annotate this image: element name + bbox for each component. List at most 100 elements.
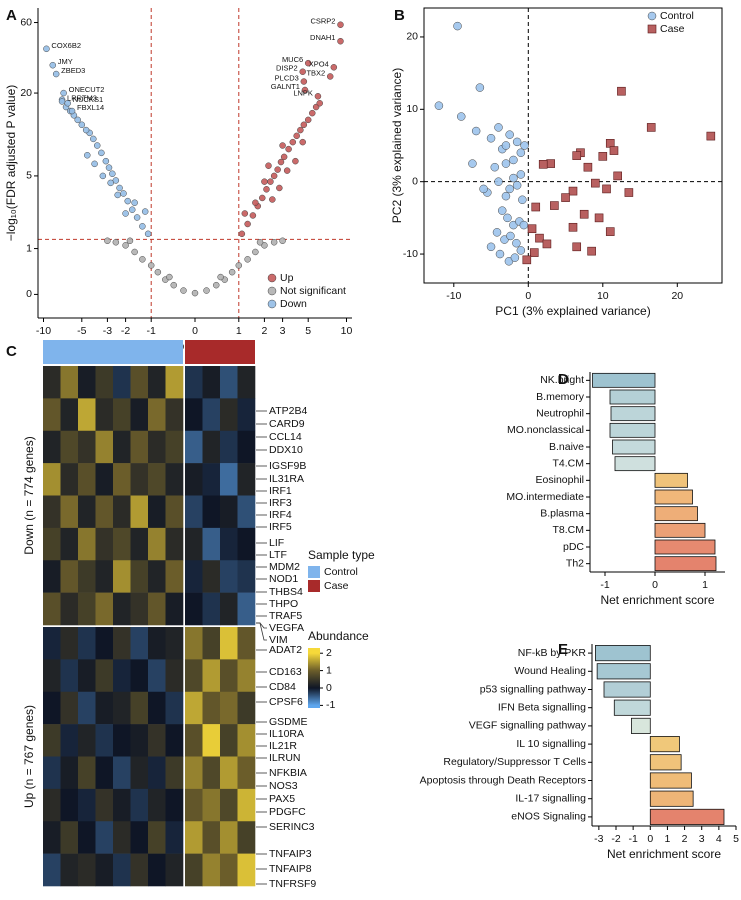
point [91, 160, 98, 168]
point [105, 164, 113, 171]
point [126, 237, 134, 245]
heatmap-cell [60, 659, 79, 693]
heatmap-cell [185, 527, 203, 561]
point [512, 238, 521, 248]
point [535, 233, 544, 243]
heatmap-cell [43, 627, 61, 660]
point-label: COX6B2 [51, 41, 81, 50]
heatmap-cell [148, 366, 166, 399]
point-label: DNAH1 [310, 33, 335, 42]
heatmap-cell [43, 495, 61, 529]
heatmap-cell [202, 756, 221, 790]
point-label: LRRTM3 [67, 93, 97, 102]
category-label: T4.CM [553, 457, 585, 469]
heatmap-cell [202, 463, 221, 496]
x-tick-label: -2 [611, 833, 620, 845]
point [512, 137, 522, 147]
heatmap-cell [113, 691, 131, 725]
heatmap-cell [113, 853, 131, 887]
point [468, 159, 477, 168]
point [261, 242, 268, 249]
point [471, 126, 481, 136]
point [506, 231, 515, 241]
point [114, 191, 121, 199]
point [706, 131, 716, 141]
point-label: MUC6 [282, 55, 303, 64]
gene-label: VIM [269, 634, 288, 646]
gene-label: IGSF9B [269, 460, 306, 472]
point [518, 195, 527, 205]
heatmap-cell [43, 821, 61, 854]
heatmap-cell [148, 724, 166, 757]
legend-label: Not significant [280, 285, 346, 297]
point [309, 109, 316, 117]
x-tick-label: -1 [600, 579, 609, 591]
heatmap-cell [95, 724, 114, 757]
x-tick-label: 10 [597, 290, 609, 302]
point [572, 242, 582, 252]
gene-label: ATP2B4 [269, 405, 307, 417]
x-tick-label: 20 [671, 290, 683, 302]
colorbar-tick-label: 2 [326, 647, 332, 659]
heatmap-cell [165, 366, 184, 399]
heatmap-cell [113, 724, 131, 757]
heatmap-cell [60, 821, 79, 854]
gene-label: SERINC3 [269, 821, 315, 833]
heatmap-cell [148, 788, 166, 822]
point [613, 171, 623, 181]
point [261, 178, 268, 185]
x-tick-label: -5 [77, 325, 86, 337]
point [486, 242, 496, 252]
heatmap-cell [78, 627, 96, 660]
heatmap-cell [130, 788, 149, 822]
point [501, 191, 511, 201]
heatmap-cell [78, 527, 96, 561]
bar [649, 736, 680, 753]
heatmap-cell [60, 724, 79, 757]
heatmap-cell [202, 366, 221, 399]
heatmap-cell [165, 430, 184, 464]
heatmap-cell [113, 463, 131, 496]
point [267, 178, 274, 185]
x-tick-label: -3 [103, 325, 112, 337]
category-label: eNOS Signaling [511, 811, 586, 823]
point [249, 212, 257, 219]
x-tick-label: 0 [192, 325, 198, 337]
gene-label: TRAF5 [269, 610, 302, 622]
heatmap-cell [220, 398, 238, 432]
legend-label: Down [280, 298, 307, 310]
gene-label: IRF4 [269, 509, 292, 521]
category-label: IL 10 signalling [516, 738, 586, 750]
x-axis-title: Net enrichment score [607, 847, 721, 861]
heatmap-cell [95, 430, 114, 464]
point [591, 178, 600, 188]
point [505, 130, 514, 139]
point [60, 89, 67, 97]
heatmap-cell [113, 821, 131, 854]
heatmap-cell [43, 398, 61, 432]
bar [654, 539, 716, 555]
point [259, 194, 266, 202]
heatmap-cell [43, 430, 61, 464]
heatmap-cell [148, 659, 166, 693]
point [605, 139, 615, 148]
heatmap-cell [78, 853, 96, 887]
category-label: B.memory [536, 391, 585, 403]
heatmap-cell [165, 724, 184, 757]
point-label: FBXL14 [77, 103, 104, 112]
point [503, 213, 512, 223]
y-tick-label: 1 [26, 242, 32, 254]
heatmap-cell [220, 821, 238, 854]
bar [654, 522, 706, 538]
point [501, 159, 511, 168]
point-label: GALNT1 [271, 82, 300, 91]
point [587, 246, 596, 256]
legend-label: Control [660, 10, 694, 22]
category-label: NF-kB by PKR [518, 647, 587, 659]
point [133, 214, 141, 221]
point [605, 227, 615, 236]
point [180, 287, 187, 294]
heatmap-cell [185, 366, 203, 399]
heatmap-cell [185, 627, 203, 660]
category-label: Apoptosis through Death Receptors [420, 774, 586, 786]
